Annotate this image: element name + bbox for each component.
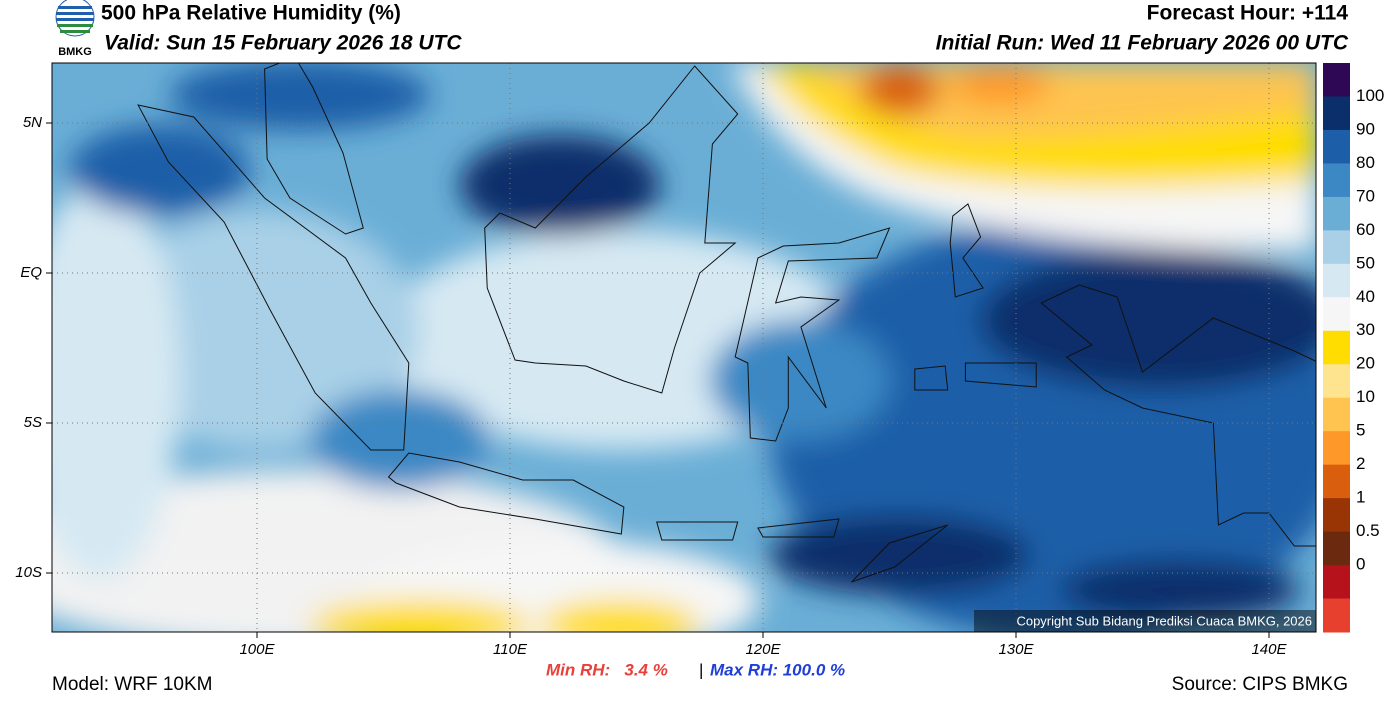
colorbar: 100 90 80 70 60 50 40 30 20 10 5 2 1 0.5 0 xyxy=(1323,63,1384,633)
colorbar-label: 60 xyxy=(1356,220,1375,239)
logo: BMKG xyxy=(55,0,95,58)
colorbar-segment xyxy=(1323,431,1350,466)
colorbar-label: 10 xyxy=(1356,387,1375,406)
colorbar-segment xyxy=(1323,498,1350,533)
colorbar-segment xyxy=(1323,297,1350,332)
colorbar-label: 0 xyxy=(1356,555,1365,574)
copyright: Copyright Sub Bidang Prediksi Cuaca BMKG… xyxy=(1016,613,1312,628)
valid-time: Valid: Sun 15 February 2026 18 UTC xyxy=(104,32,462,55)
initial-run: Initial Run: Wed 11 February 2026 00 UTC xyxy=(936,32,1349,55)
colorbar-label: 70 xyxy=(1356,186,1375,205)
coastline xyxy=(734,227,891,442)
coastline xyxy=(137,104,410,451)
coastline xyxy=(264,63,364,235)
coastline xyxy=(757,518,840,538)
colorbar-label: 50 xyxy=(1356,253,1375,272)
model: Model: WRF 10KM xyxy=(52,674,212,695)
colorbar-segment xyxy=(1323,397,1350,432)
lon-label: 120E xyxy=(745,641,781,658)
map-frame xyxy=(51,62,1317,633)
colorbar-label: 40 xyxy=(1356,287,1375,306)
colorbar-segment xyxy=(1323,163,1350,198)
colorbar-segment xyxy=(1323,63,1350,97)
colorbar-segment xyxy=(1323,263,1350,298)
colorbar-label: 100 xyxy=(1356,86,1384,105)
coastline xyxy=(387,452,625,535)
colorbar-label: 2 xyxy=(1356,454,1365,473)
lon-label: 100E xyxy=(239,641,275,658)
lon-label: 130E xyxy=(998,641,1034,658)
coastline xyxy=(656,521,739,541)
logo-text: BMKG xyxy=(58,46,92,58)
min-rh: Min RH: 3.4 % xyxy=(546,660,668,679)
source: Source: CIPS BMKG xyxy=(1172,674,1348,695)
lat-label: 5N xyxy=(23,114,42,131)
humidity-field xyxy=(52,63,1316,632)
colorbar-label: 90 xyxy=(1356,119,1375,138)
coastline xyxy=(964,362,1037,388)
lon-label: 110E xyxy=(493,641,528,658)
colorbar-label: 1 xyxy=(1356,488,1365,507)
colorbar-segment xyxy=(1323,330,1350,365)
lat-label: 10S xyxy=(15,564,42,581)
coastline xyxy=(484,65,739,394)
copyright-box xyxy=(974,610,1316,632)
lat-label: EQ xyxy=(20,264,42,281)
colorbar-label: 30 xyxy=(1356,320,1375,339)
colorbar-label: 20 xyxy=(1356,354,1375,373)
coastline xyxy=(851,524,949,583)
coastline xyxy=(1040,284,1316,547)
separator: | xyxy=(699,660,703,679)
colorbar-segment xyxy=(1323,598,1350,633)
colorbar-segment xyxy=(1323,96,1350,131)
colorbar-segment xyxy=(1323,531,1350,566)
colorbar-segment xyxy=(1323,464,1350,499)
colorbar-segment xyxy=(1323,230,1350,265)
lat-label: 5S xyxy=(24,414,42,431)
lon-label: 140E xyxy=(1251,641,1287,658)
forecast-hour: Forecast Hour: +114 xyxy=(1147,2,1349,25)
colorbar-segment xyxy=(1323,196,1350,231)
colorbar-segment xyxy=(1323,129,1350,164)
colorbar-label: 0.5 xyxy=(1356,521,1380,540)
colorbar-label: 5 xyxy=(1356,421,1365,440)
coastline xyxy=(914,365,949,391)
title: 500 hPa Relative Humidity (%) xyxy=(101,2,401,25)
colorbar-segment xyxy=(1323,565,1350,600)
max-rh: Max RH: 100.0 % xyxy=(710,660,845,679)
colorbar-segment xyxy=(1323,364,1350,399)
colorbar-label: 80 xyxy=(1356,153,1375,172)
